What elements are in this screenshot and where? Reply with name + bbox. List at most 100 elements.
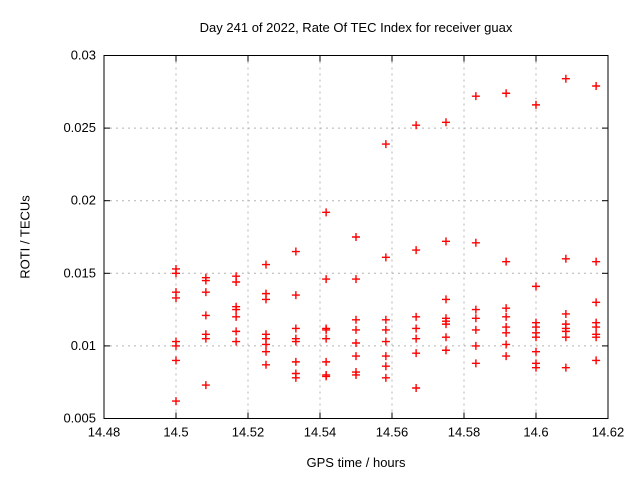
data-point-marker [561,74,570,83]
data-point-marker [561,333,570,342]
data-point-marker [232,312,241,321]
data-point-marker [172,397,180,406]
x-tick-label: 14.62 [592,425,625,440]
data-point-marker [262,260,270,269]
data-point-marker [592,333,601,342]
data-point-marker [262,360,270,369]
data-point-marker [442,346,450,355]
data-point-marker [442,333,450,342]
data-point-marker [381,325,390,334]
data-point-marker [502,328,511,337]
data-point-marker [442,295,450,304]
data-point-marker [412,121,421,130]
data-point-marker [502,304,511,313]
data-point-marker [172,293,180,302]
data-point-marker [532,347,540,356]
data-point-marker [262,295,270,304]
y-tick-label: 0.01 [71,338,96,353]
y-tick-label: 0.02 [71,193,96,208]
data-point-marker [322,275,331,284]
data-point-marker [172,341,180,350]
y-tick-label: 0.03 [71,48,96,63]
data-point-marker [592,257,601,266]
data-point-marker [532,282,540,291]
data-point-marker [471,325,480,334]
data-point-marker [471,305,480,314]
data-point-marker [381,373,390,382]
x-tick-label: 14.6 [523,425,548,440]
data-point-marker [352,233,360,241]
x-tick-label: 14.48 [88,425,121,440]
data-point-marker [502,340,511,349]
x-tick-label: 14.52 [232,425,265,440]
data-point-marker [291,324,300,333]
data-point-marker [201,311,210,320]
data-point-marker [291,357,300,366]
data-point-marker [352,275,360,284]
data-point-marker [381,362,390,371]
data-point-marker [502,257,511,266]
data-point-marker [471,341,480,350]
x-tick-label: 14.56 [376,425,409,440]
data-point-marker [381,352,390,361]
data-point-marker [232,305,241,314]
data-point-marker [232,337,241,346]
data-point-marker [471,238,480,247]
data-point-marker [442,118,450,127]
data-point-marker [322,325,331,334]
data-point-marker [381,140,390,149]
y-tick-label: 0.005 [63,411,96,426]
data-point-marker [592,81,601,90]
x-tick-label: 14.58 [448,425,481,440]
data-point-marker [412,334,421,343]
data-point-marker [262,347,270,356]
data-point-marker [592,323,601,332]
data-point-marker [352,315,360,324]
data-point-marker [201,276,210,285]
data-point-marker [561,309,570,318]
plot-border [103,55,609,419]
data-point-marker [201,334,210,343]
data-point-marker [352,352,360,361]
y-tick-label: 0.015 [63,265,96,280]
data-point-marker [412,324,421,333]
data-point-marker [592,356,601,365]
y-tick-label: 0.025 [63,120,96,135]
data-point-marker [352,370,360,379]
data-point-marker [262,340,270,349]
x-tick-label: 14.54 [304,425,337,440]
data-point-marker [532,100,540,109]
data-point-marker [381,337,390,346]
x-axis-label: GPS time / hours [306,455,406,470]
data-point-marker [352,338,360,347]
data-point-marker [532,333,540,342]
data-point-marker [561,363,570,372]
data-point-marker [322,372,331,381]
chart-title: Day 241 of 2022, Rate Of TEC Index for r… [199,20,513,35]
data-point-marker [172,356,180,365]
data-point-marker [322,208,331,217]
data-point-marker [201,288,210,297]
data-point-marker [592,298,601,307]
data-point-marker [502,89,511,98]
data-point-marker [232,327,241,336]
data-point-marker [561,254,570,263]
data-point-marker [442,237,450,246]
data-point-marker [291,247,300,256]
data-point-marker [232,278,241,287]
data-point-marker [322,357,331,366]
data-point-marker [502,352,511,361]
data-point-marker [291,291,300,300]
data-point-marker [381,315,390,324]
data-point-marker [532,363,540,372]
data-point-marker [322,334,331,343]
data-point-marker [412,246,421,255]
data-point-marker [412,384,421,393]
data-point-marker [412,349,421,358]
data-point-marker [502,312,511,321]
data-point-marker [471,92,480,101]
data-point-marker [201,381,210,390]
data-point-marker [381,253,390,262]
